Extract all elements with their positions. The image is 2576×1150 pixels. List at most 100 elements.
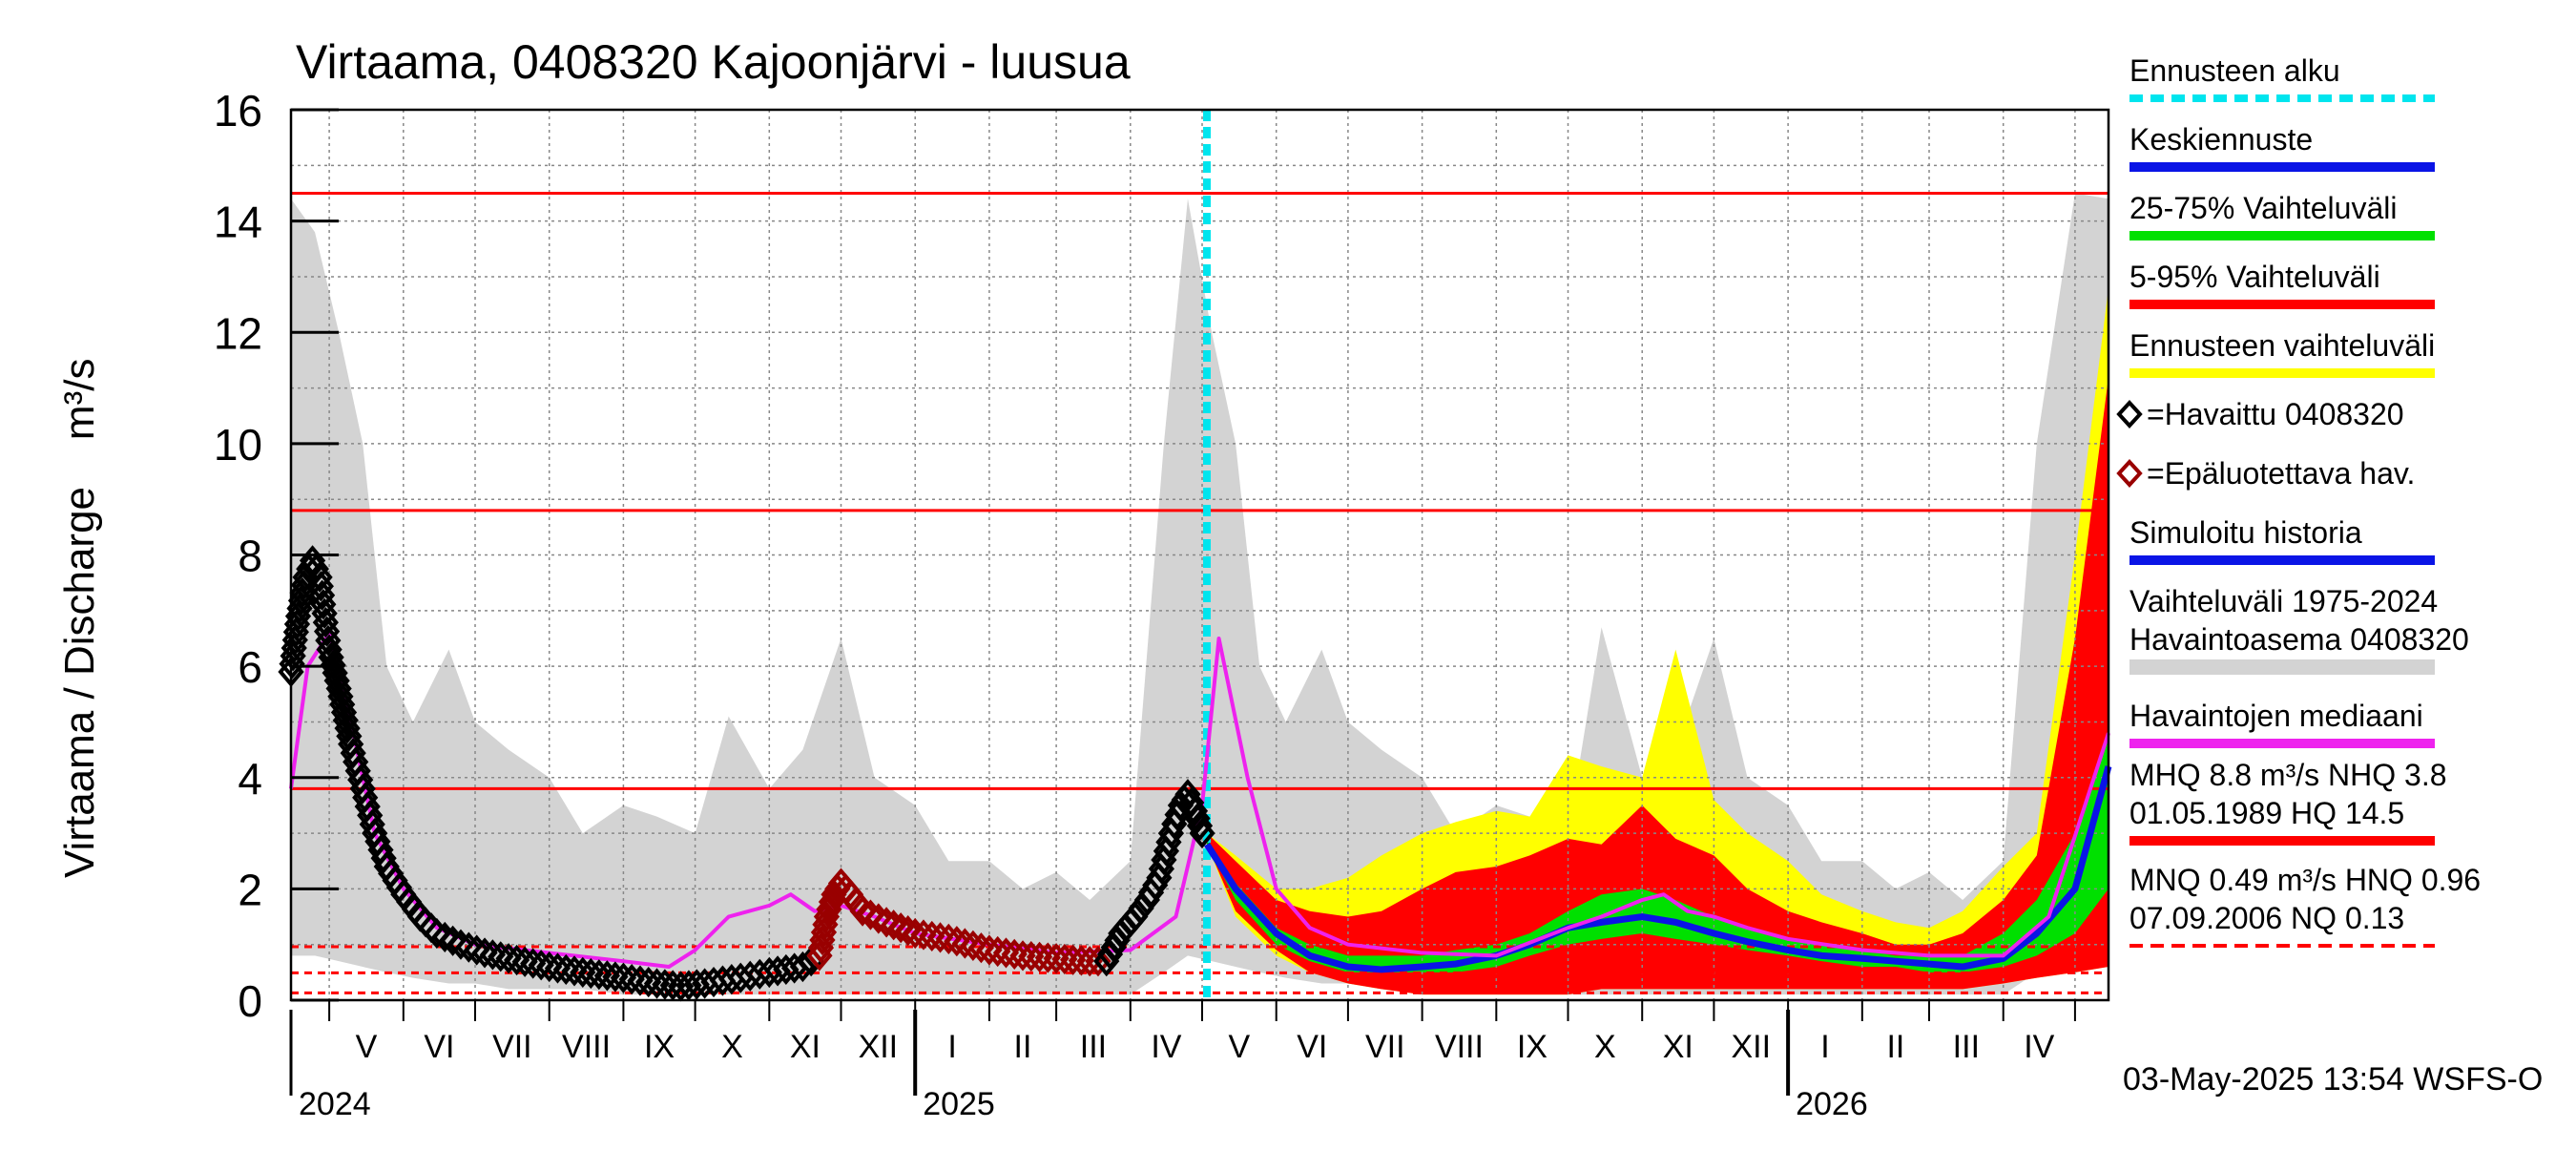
observed-marker: [1184, 803, 1211, 834]
x-month-label: II: [1014, 1029, 1032, 1065]
observed-marker: [1189, 817, 1215, 849]
observed-marker: [447, 929, 474, 960]
unreliable-marker: [895, 915, 922, 947]
unreliable-marker: [960, 930, 987, 961]
observed-markers: [278, 545, 1215, 1002]
observed-marker: [336, 721, 363, 752]
grid: [291, 110, 2109, 1000]
unreliable-marker: [1018, 940, 1045, 972]
legend-label: 5-95% Vaihteluväli: [2129, 260, 2380, 294]
legend-label: 25-75% Vaihteluväli: [2129, 191, 2397, 225]
historical-range-band: [291, 193, 2109, 995]
range-bands: [291, 193, 2109, 995]
observed-marker: [471, 937, 498, 969]
x-month-label: XI: [1663, 1029, 1693, 1065]
y-tick-label: 14: [214, 198, 262, 247]
unreliable-marker: [1026, 941, 1053, 972]
observed-marker: [325, 673, 352, 704]
x-month-label: VIII: [562, 1029, 611, 1065]
unreliable-marker: [1051, 943, 1078, 975]
x-month-label: VII: [492, 1029, 532, 1065]
observed-marker: [643, 968, 671, 999]
unreliable-marker: [865, 903, 892, 934]
observed-marker: [602, 961, 629, 993]
observed-marker: [307, 571, 334, 602]
y-tick-label: 12: [214, 308, 262, 358]
observed-marker: [439, 925, 467, 956]
legend: Ennusteen alku Keskiennuste 25-75% Vaihtel…: [2116, 53, 2481, 948]
observed-marker: [561, 955, 588, 987]
observed-marker: [552, 953, 579, 986]
x-month-label: I: [947, 1029, 956, 1065]
observed-marker: [313, 616, 341, 647]
observed-marker: [520, 948, 547, 979]
unreliable-marker: [944, 926, 970, 957]
y-tick-label: 4: [238, 754, 262, 804]
unreliable-marker: [902, 917, 928, 950]
observed-marker: [618, 964, 645, 995]
observed-marker: [488, 941, 514, 972]
y-tick-label: 6: [238, 642, 262, 692]
legend-label: Vaihteluväli 1975-2024: [2129, 584, 2438, 618]
observed-marker: [455, 931, 482, 963]
series-line: [1204, 765, 2112, 973]
unreliable-marker: [1009, 940, 1036, 972]
legend-label: MNQ 0.49 m³/s HNQ 0.96: [2129, 863, 2481, 897]
observed-marker: [316, 634, 343, 665]
x-month-label: V: [1229, 1029, 1251, 1065]
unreliable-marker: [881, 910, 907, 941]
observed-marker: [652, 969, 678, 1000]
unreliable-marker: [849, 895, 876, 927]
observed-marker: [332, 704, 359, 736]
y-tick-label: 8: [238, 532, 262, 581]
legend-label: =Havaittu 0408320: [2147, 397, 2404, 431]
x-month-label: III: [1953, 1029, 1980, 1065]
legend-label: Keskiennuste: [2129, 122, 2313, 157]
unreliable-marker: [887, 912, 914, 944]
footer-timestamp: 03-May-2025 13:54 WSFS-O: [2123, 1061, 2543, 1098]
unreliable-marker: [1043, 943, 1070, 974]
observed-marker: [577, 957, 604, 990]
x-month-label: III: [1080, 1029, 1107, 1065]
observed-marker: [570, 956, 596, 988]
x-month-label: IV: [1151, 1029, 1181, 1065]
unreliable-marker: [926, 922, 954, 953]
unreliable-marker: [1034, 942, 1061, 973]
observed-marker: [586, 959, 613, 991]
observed-marker: [323, 665, 350, 697]
observed-marker: [308, 579, 336, 611]
observed-marker: [536, 951, 563, 983]
observed-marker: [1186, 810, 1214, 842]
legend-label: Simuloitu historia: [2129, 515, 2362, 550]
x-month-label: VIII: [1435, 1029, 1484, 1065]
unreliable-marker: [919, 920, 945, 952]
observed-marker: [306, 561, 333, 593]
observed-marker: [504, 944, 530, 976]
unreliable-marker: [1085, 946, 1111, 977]
x-month-label: XI: [790, 1029, 821, 1065]
chart-title: Virtaama, 0408320 Kajoonjärvi - luusua: [296, 35, 1131, 89]
observed-marker: [544, 952, 571, 984]
observed-marker: [320, 649, 346, 681]
observed-marker: [495, 943, 522, 974]
unreliable-marker: [967, 932, 995, 964]
x-month-label: XII: [859, 1029, 899, 1065]
legend-label: =Epäluotettava hav.: [2147, 456, 2415, 491]
observed-marker: [431, 921, 458, 953]
unreliable-marker: [910, 919, 937, 951]
unreliable-marker: [976, 934, 1003, 966]
x-year-label: 2024: [299, 1086, 371, 1122]
observed-marker: [1122, 901, 1149, 932]
legend-marker: [2116, 400, 2143, 429]
observed-marker: [327, 680, 354, 712]
observed-marker: [610, 962, 637, 993]
observed-marker: [311, 597, 338, 629]
unreliable-marker: [951, 928, 978, 959]
observed-marker: [315, 625, 342, 657]
legend-label: Ennusteen vaihteluväli: [2129, 328, 2435, 363]
unreliable-marker: [873, 907, 900, 938]
x-month-label: IX: [644, 1029, 675, 1065]
observed-marker: [310, 589, 337, 620]
